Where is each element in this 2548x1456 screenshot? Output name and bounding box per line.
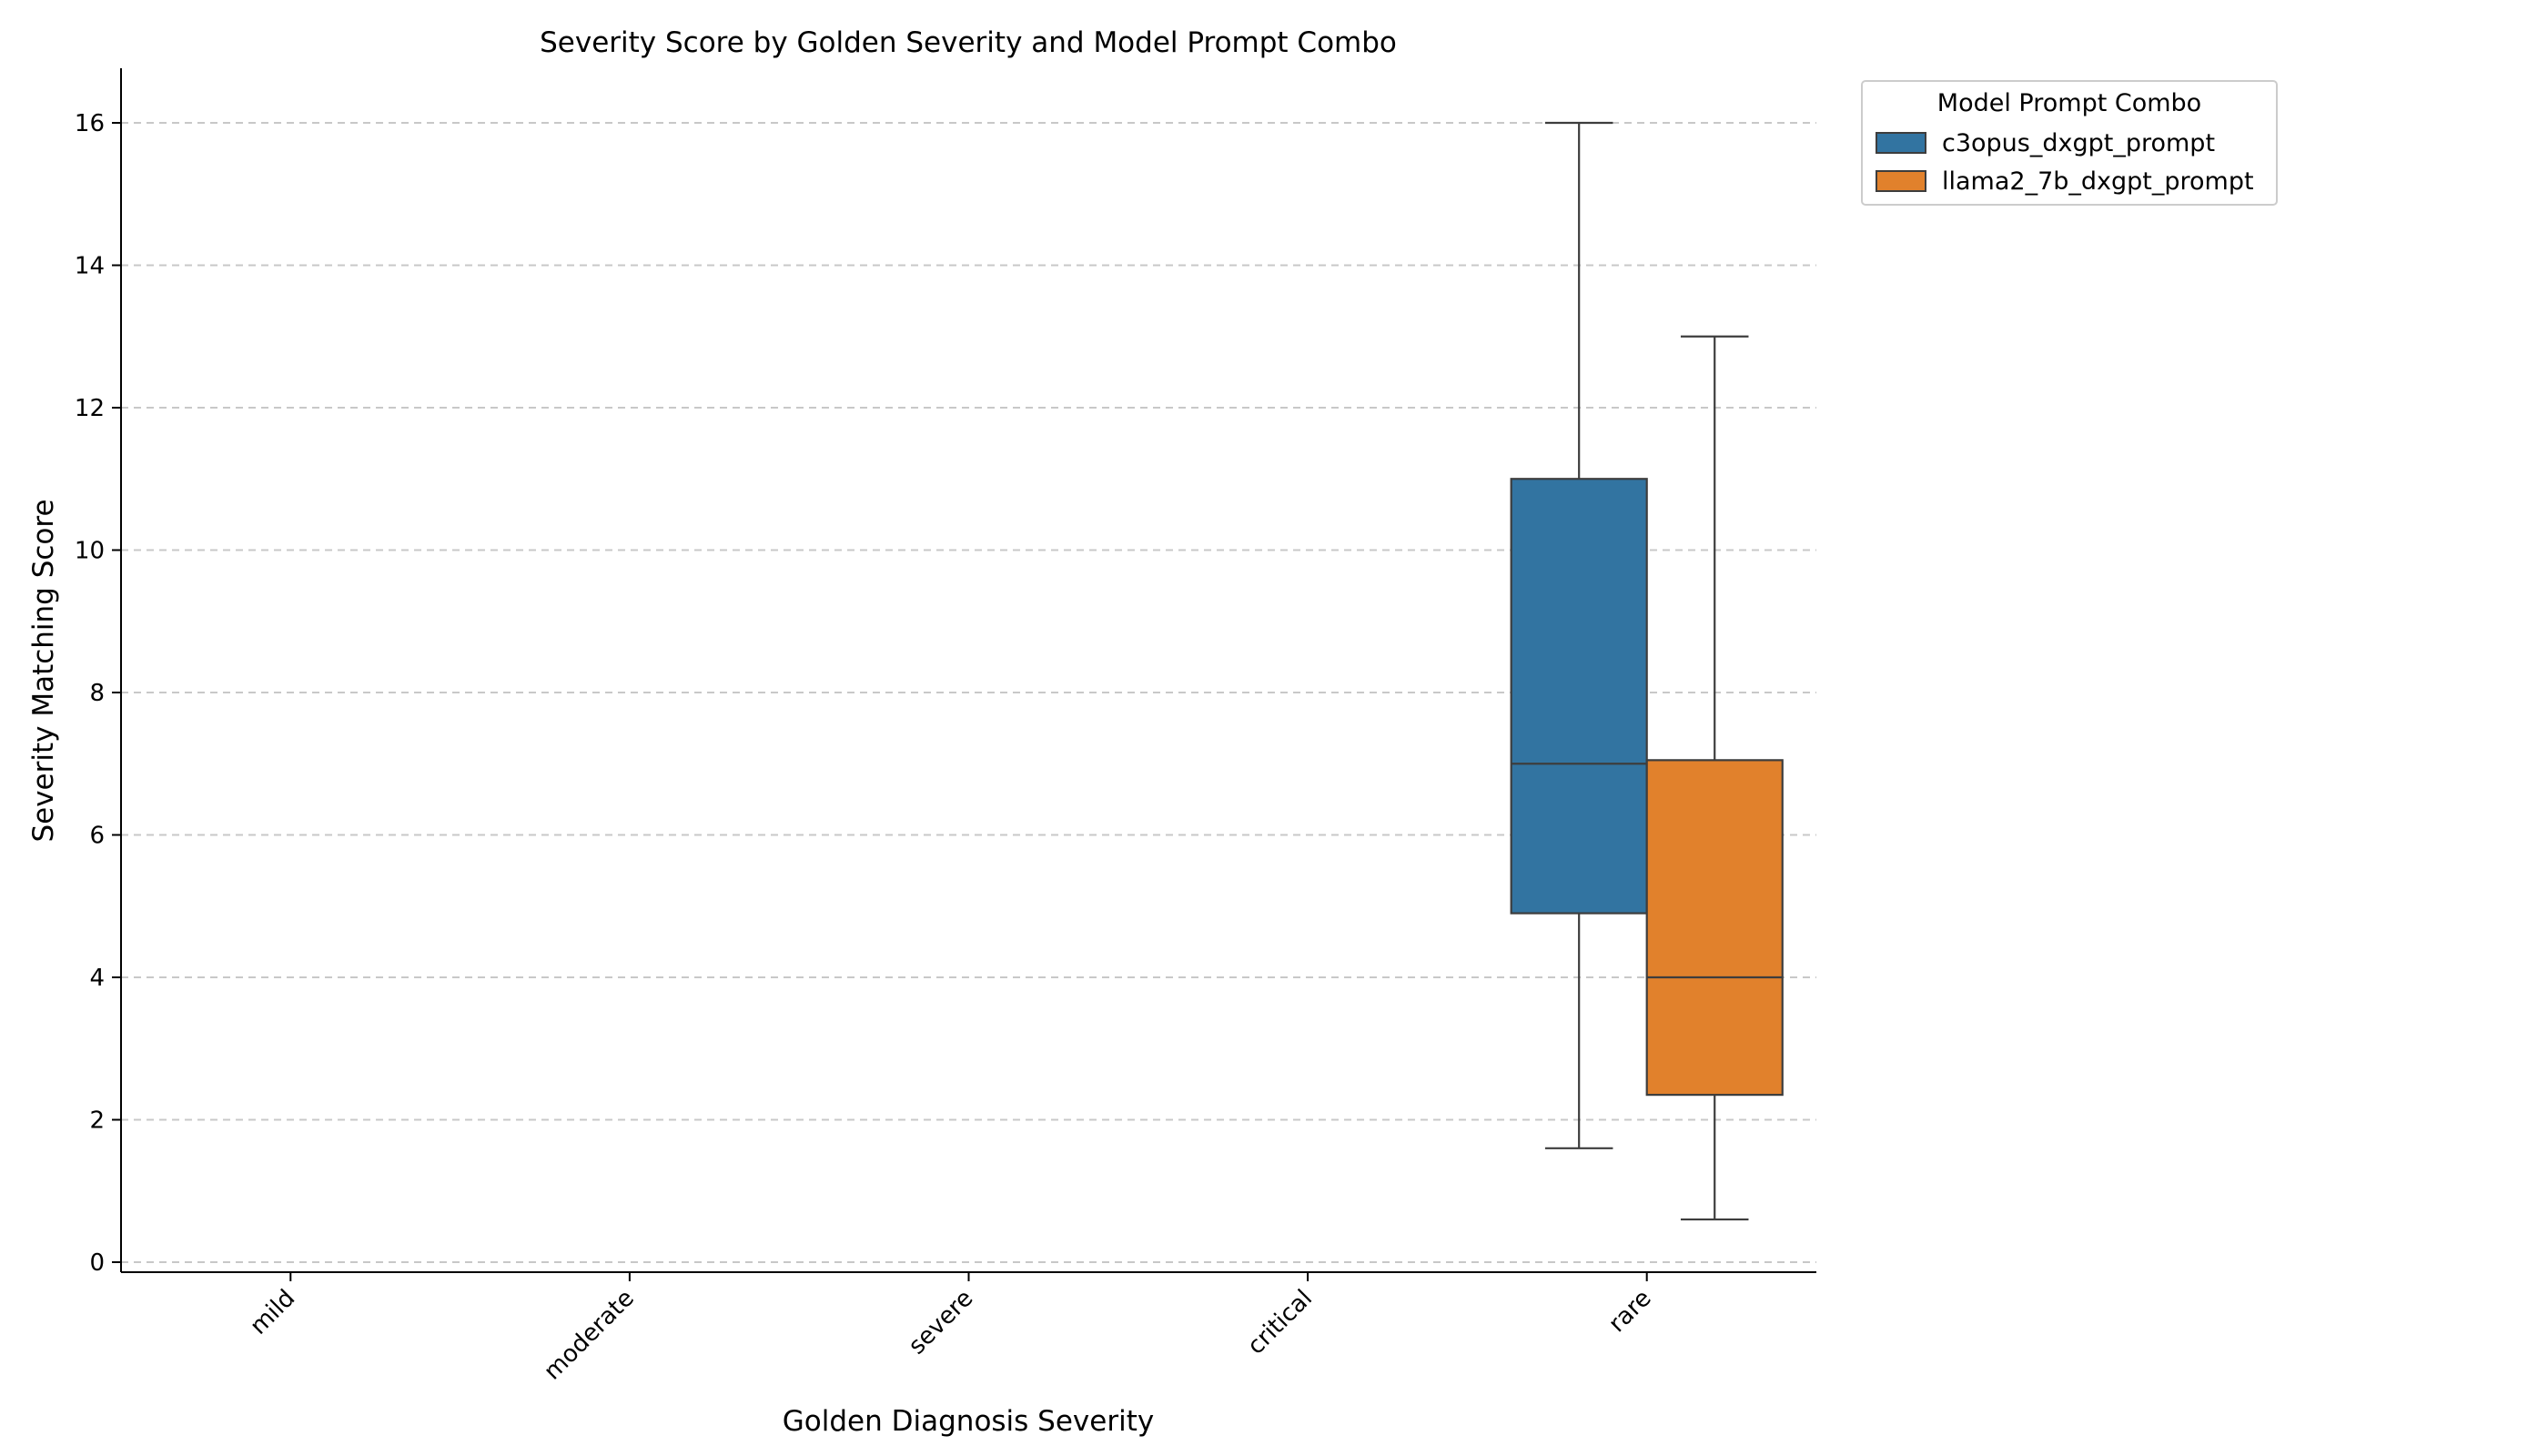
y-tick-label-14: 14 (75, 253, 105, 280)
y-tick-label-16: 16 (75, 110, 105, 137)
x-axis-label: Golden Diagnosis Severity (783, 1405, 1154, 1438)
box-llama2_7b_dxgpt_prompt-rare (1645, 759, 1784, 1097)
box-c3opus_dxgpt_prompt-rare (1510, 478, 1648, 915)
chart-title: Severity Score by Golden Severity and Mo… (540, 26, 1397, 59)
y-tick-label-12: 12 (75, 395, 105, 422)
legend-swatch-c3opus_dxgpt_prompt (1876, 132, 1926, 154)
legend-swatch-llama2_7b_dxgpt_prompt (1876, 170, 1926, 192)
x-ticks: mild moderate severe critical rare (245, 1272, 1657, 1386)
legend-label-c3opus_dxgpt_prompt: c3opus_dxgpt_prompt (1942, 129, 2215, 157)
legend-title: Model Prompt Combo (1937, 89, 2201, 117)
legend-frame (1861, 80, 2278, 206)
y-tick-label-6: 6 (89, 823, 105, 850)
y-tick-label-4: 4 (89, 965, 105, 992)
y-tick-label-10: 10 (75, 538, 105, 565)
y-axis-label: Severity Matching Score (27, 499, 60, 842)
box-plot-group (1510, 121, 1784, 1221)
y-ticks: 0 2 4 6 8 10 12 14 16 (75, 110, 121, 1277)
x-tick-label-rare: rare (1603, 1285, 1657, 1339)
grid (121, 122, 1816, 1263)
legend-label-llama2_7b_dxgpt_prompt: llama2_7b_dxgpt_prompt (1942, 167, 2254, 196)
legend: Model Prompt Combo c3opus_dxgpt_promptll… (1861, 80, 2278, 206)
y-tick-label-0: 0 (89, 1249, 105, 1277)
y-tick-label-8: 8 (89, 680, 105, 707)
x-tick-label-severe: severe (904, 1285, 979, 1360)
y-tick-label-2: 2 (89, 1107, 105, 1135)
x-tick-label-critical: critical (1242, 1285, 1318, 1360)
x-tick-label-moderate: moderate (539, 1285, 640, 1386)
x-tick-label-mild: mild (245, 1285, 300, 1340)
